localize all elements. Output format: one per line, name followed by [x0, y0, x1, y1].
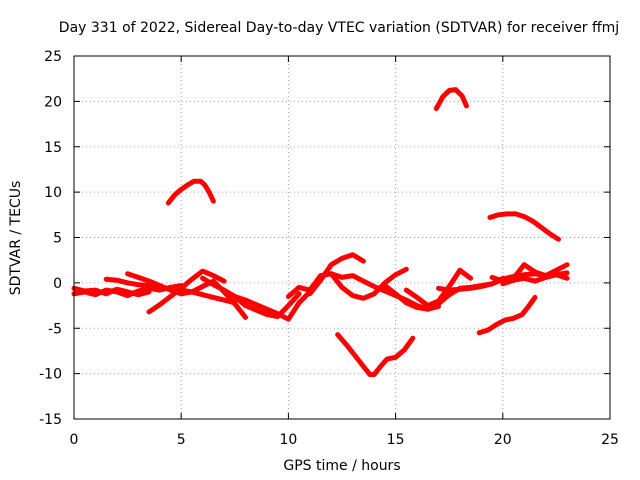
series-group — [71, 87, 570, 377]
series-arc-9 — [285, 266, 409, 301]
x-tick-label: 10 — [279, 432, 297, 448]
x-tick-label: 0 — [70, 432, 79, 448]
chart-title: Day 331 of 2022, Sidereal Day-to-day VTE… — [59, 20, 619, 36]
y-tick-label: -5 — [48, 321, 62, 337]
plot-frame — [73, 55, 611, 420]
y-tick-label: -15 — [39, 412, 62, 428]
series-arc-7 — [200, 275, 302, 319]
x-tick-labels: 0 5 10 15 20 25 — [70, 432, 619, 448]
y-tick-label: 15 — [44, 140, 62, 156]
y-tick-labels: -15 -10 -5 0 5 10 15 20 25 — [39, 49, 62, 428]
series-arc-15 — [433, 87, 469, 112]
series-arc-20 — [500, 272, 570, 287]
y-tick-label: 0 — [53, 276, 62, 292]
x-tick-label: 25 — [601, 432, 619, 448]
y-tick-label: 25 — [44, 49, 62, 65]
series-arc-18 — [487, 211, 561, 242]
y-tick-label: 5 — [53, 231, 62, 247]
y-axis-title: SDTVAR / TECUs — [8, 181, 24, 296]
x-tick-label: 15 — [387, 432, 405, 448]
x-tick-label: 5 — [177, 432, 186, 448]
series-arc-5 — [146, 268, 227, 315]
series-arc-6 — [165, 178, 216, 206]
series-arc-2 — [71, 285, 152, 298]
series-arc-12 — [335, 332, 416, 377]
series-arc-17 — [476, 294, 538, 336]
y-tick-label: -10 — [39, 367, 62, 383]
series-arc-8 — [221, 289, 313, 322]
series-arc-14 — [403, 267, 474, 309]
x-tick-label: 20 — [494, 432, 512, 448]
y-tick-label: 10 — [44, 185, 62, 201]
x-axis-title: GPS time / hours — [283, 458, 400, 474]
grid — [74, 56, 610, 419]
y-tick-label: 20 — [44, 94, 62, 110]
series-arc-10 — [307, 252, 366, 297]
